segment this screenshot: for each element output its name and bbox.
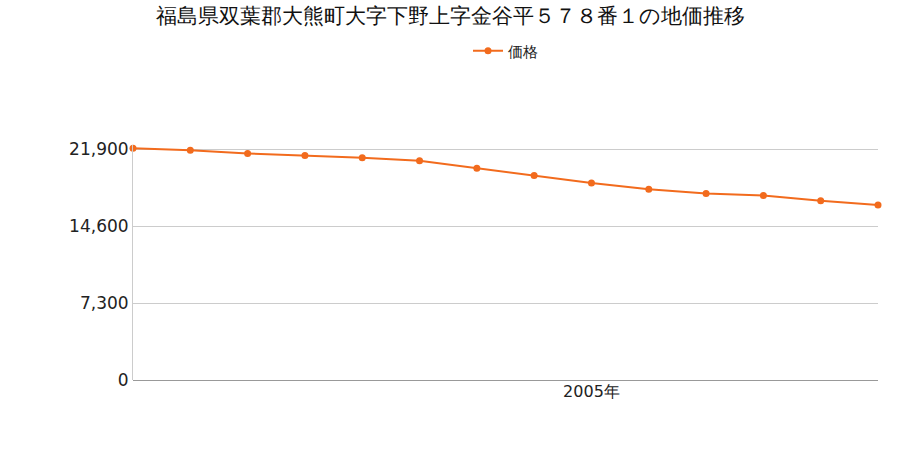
svg-text:21,900: 21,900 [69, 139, 128, 159]
svg-text:14,600: 14,600 [69, 216, 128, 236]
svg-text:福島県双葉郡大熊町大字下野上字金谷平５７８番１の地価推移: 福島県双葉郡大熊町大字下野上字金谷平５７８番１の地価推移 [156, 4, 745, 28]
svg-text:2005年: 2005年 [563, 382, 620, 401]
svg-text:0: 0 [118, 370, 129, 390]
svg-text:価格: 価格 [508, 43, 538, 61]
svg-text:7,300: 7,300 [80, 293, 129, 313]
